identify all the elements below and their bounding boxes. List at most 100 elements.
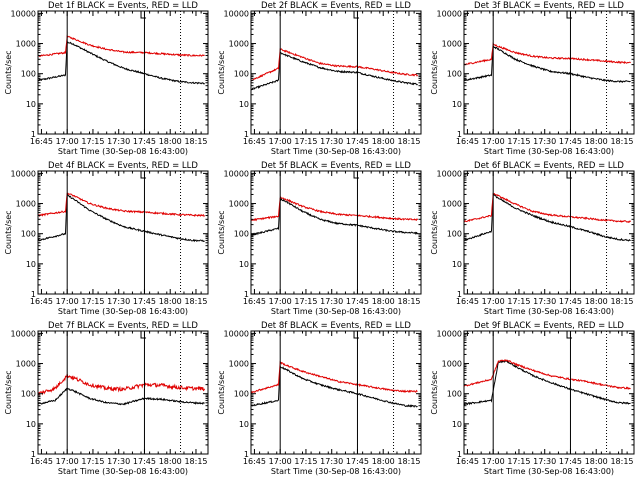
y-tick-label: 100	[21, 390, 36, 399]
series-events	[250, 198, 418, 237]
series-events	[463, 192, 631, 242]
y-tick-label: 1000	[442, 360, 462, 369]
y-tick-label: 1	[31, 290, 36, 299]
x-tick-label: 18:00	[372, 137, 395, 146]
y-tick-label: 10000	[437, 329, 462, 338]
x-tick-label: 17:45	[346, 137, 369, 146]
x-tick-label: 17:45	[133, 137, 156, 146]
x-tick-label: 18:00	[585, 457, 608, 466]
bracket-mark	[140, 12, 147, 19]
bracket-mark	[566, 12, 573, 19]
y-tick-label: 1000	[442, 40, 462, 49]
x-tick-label: 17:00	[56, 137, 79, 146]
plot-frame	[37, 330, 209, 455]
x-axis-label: Start Time (30-Sep-08 16:43:00)	[484, 147, 614, 156]
x-tick-label: 16:45	[243, 297, 266, 306]
y-tick-label: 10000	[11, 329, 36, 338]
x-tick-label: 17:45	[346, 297, 369, 306]
plot-frame	[250, 330, 422, 455]
x-tick-label: 18:00	[585, 297, 608, 306]
x-tick-label: 17:45	[559, 457, 582, 466]
x-tick-label: 17:15	[81, 457, 104, 466]
y-tick-label: 10	[239, 100, 249, 109]
series-events	[37, 387, 205, 406]
x-tick-label: 17:15	[507, 457, 530, 466]
x-tick-label: 16:45	[243, 137, 266, 146]
panel-title: Det 6f BLACK = Events, RED = LLD	[474, 161, 624, 171]
x-tick-label: 17:30	[320, 297, 343, 306]
series-lld	[463, 41, 631, 66]
x-tick-label: 17:45	[559, 297, 582, 306]
y-tick-label: 10	[239, 260, 249, 269]
y-axis-label: Counts/sec	[4, 50, 13, 94]
bracket-mark	[353, 332, 360, 339]
x-axis-label: Start Time (30-Sep-08 16:43:00)	[58, 147, 188, 156]
x-tick-label: 17:00	[269, 297, 292, 306]
y-tick-label: 10000	[437, 169, 462, 178]
y-tick-label: 1000	[16, 40, 36, 49]
y-tick-label: 100	[447, 390, 462, 399]
x-tick-label: 17:00	[56, 457, 79, 466]
x-tick-label: 17:45	[559, 137, 582, 146]
y-tick-label: 1000	[442, 200, 462, 209]
y-tick-label: 10000	[224, 329, 249, 338]
plot-frame	[463, 10, 635, 135]
y-tick-label: 10000	[437, 9, 462, 18]
x-tick-label: 17:15	[294, 457, 317, 466]
y-tick-label: 100	[21, 230, 36, 239]
x-axis-label: Start Time (30-Sep-08 16:43:00)	[58, 467, 188, 476]
x-tick-label: 18:00	[585, 137, 608, 146]
bracket-mark	[140, 172, 147, 179]
panel-title: Det 8f BLACK = Events, RED = LLD	[261, 321, 411, 331]
y-axis-label: Counts/sec	[430, 50, 439, 94]
y-tick-label: 100	[447, 70, 462, 79]
x-tick-label: 17:15	[507, 137, 530, 146]
x-tick-label: 18:00	[372, 297, 395, 306]
panel-6: Det 6f BLACK = Events, RED = LLD 1 10 100 10…	[430, 161, 635, 316]
bracket-mark	[566, 172, 573, 179]
y-tick-label: 1	[457, 450, 462, 459]
y-tick-label: 1000	[229, 200, 249, 209]
x-tick-label: 16:45	[456, 297, 479, 306]
panel-title: Det 3f BLACK = Events, RED = LLD	[474, 1, 624, 11]
x-tick-label: 18:15	[610, 137, 633, 146]
x-tick-label: 16:45	[30, 137, 53, 146]
x-tick-label: 16:45	[30, 457, 53, 466]
y-tick-label: 10000	[11, 169, 36, 178]
panel-1: Det 1f BLACK = Events, RED = LLD 1 10 100 10…	[4, 1, 209, 156]
x-tick-label: 18:15	[610, 457, 633, 466]
x-tick-label: 18:15	[397, 297, 420, 306]
x-tick-label: 17:45	[346, 457, 369, 466]
panel-title: Det 5f BLACK = Events, RED = LLD	[261, 161, 411, 171]
y-tick-label: 1000	[229, 40, 249, 49]
series-lld	[37, 373, 206, 397]
x-tick-label: 17:30	[107, 457, 130, 466]
x-axis-label: Start Time (30-Sep-08 16:43:00)	[484, 467, 614, 476]
x-tick-label: 18:00	[159, 457, 182, 466]
panel-7: Det 7f BLACK = Events, RED = LLD 1 10 100 10…	[4, 321, 209, 476]
series-lld	[37, 34, 205, 58]
panel-title: Det 1f BLACK = Events, RED = LLD	[48, 1, 198, 11]
plot-frame	[463, 330, 635, 455]
x-tick-label: 16:45	[243, 457, 266, 466]
x-tick-label: 18:15	[184, 137, 207, 146]
y-axis-label: Counts/sec	[4, 370, 13, 414]
series-lld	[250, 196, 419, 222]
x-tick-label: 17:45	[133, 457, 156, 466]
panel-4: Det 4f BLACK = Events, RED = LLD 1 10 100 10…	[4, 161, 209, 316]
series-lld	[463, 193, 631, 223]
panel-title: Det 9f BLACK = Events, RED = LLD	[474, 321, 624, 331]
series-lld	[37, 192, 206, 218]
y-tick-label: 10	[26, 420, 36, 429]
x-tick-label: 16:45	[456, 137, 479, 146]
y-tick-label: 100	[234, 230, 249, 239]
x-tick-label: 17:30	[107, 137, 130, 146]
panel-title: Det 4f BLACK = Events, RED = LLD	[48, 161, 198, 171]
plot-frame	[250, 10, 422, 135]
y-tick-label: 1	[31, 130, 36, 139]
y-tick-label: 10000	[224, 9, 249, 18]
series-lld	[463, 359, 631, 390]
x-tick-label: 18:15	[610, 297, 633, 306]
x-tick-label: 17:00	[482, 457, 505, 466]
